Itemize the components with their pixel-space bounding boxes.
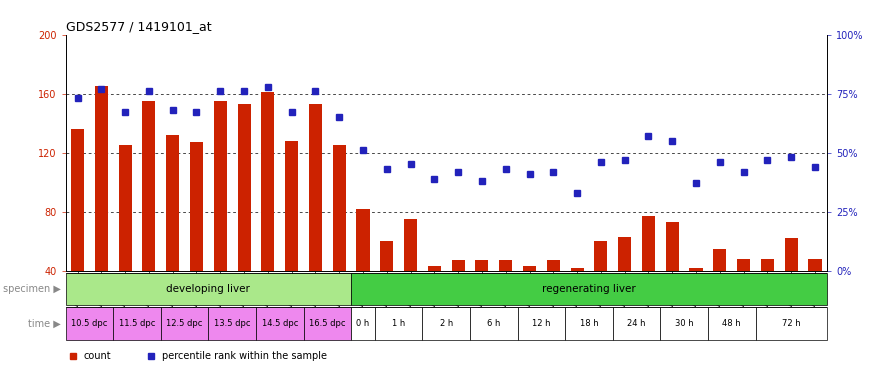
Text: count: count <box>83 351 111 361</box>
Bar <box>518 307 565 340</box>
Bar <box>808 259 822 271</box>
Bar <box>475 260 488 271</box>
Text: 16.5 dpc: 16.5 dpc <box>309 319 346 328</box>
Bar <box>285 141 298 271</box>
Text: 24 h: 24 h <box>627 319 646 328</box>
Text: 13.5 dpc: 13.5 dpc <box>214 319 250 328</box>
Text: 2 h: 2 h <box>439 319 453 328</box>
Text: 0 h: 0 h <box>356 319 369 328</box>
Bar <box>332 145 346 271</box>
Bar <box>214 101 227 271</box>
Bar <box>404 219 417 271</box>
Bar <box>256 307 304 340</box>
Bar <box>166 135 179 271</box>
Bar <box>761 259 774 271</box>
Bar <box>237 104 250 271</box>
Bar <box>547 260 560 271</box>
Text: specimen ▶: specimen ▶ <box>4 284 61 294</box>
Text: percentile rank within the sample: percentile rank within the sample <box>162 351 327 361</box>
Text: 14.5 dpc: 14.5 dpc <box>262 319 298 328</box>
Bar <box>708 307 755 340</box>
Text: GDS2577 / 1419101_at: GDS2577 / 1419101_at <box>66 20 211 33</box>
Bar <box>423 307 470 340</box>
Bar <box>304 307 351 340</box>
Bar <box>755 307 827 340</box>
Bar <box>737 259 750 271</box>
Bar <box>642 216 655 271</box>
Bar <box>161 307 208 340</box>
Bar <box>499 260 512 271</box>
Text: 10.5 dpc: 10.5 dpc <box>71 319 108 328</box>
Text: 6 h: 6 h <box>487 319 500 328</box>
Text: 1 h: 1 h <box>392 319 405 328</box>
Bar <box>208 307 256 340</box>
Bar <box>66 273 351 305</box>
Bar <box>66 307 113 340</box>
Bar <box>351 273 827 305</box>
Bar <box>785 238 798 271</box>
Bar <box>351 307 374 340</box>
Text: 72 h: 72 h <box>782 319 801 328</box>
Bar <box>661 307 708 340</box>
Bar <box>452 260 465 271</box>
Bar <box>618 237 631 271</box>
Text: 48 h: 48 h <box>723 319 741 328</box>
Bar <box>570 268 584 271</box>
Bar <box>118 145 131 271</box>
Bar <box>309 104 322 271</box>
Bar <box>381 241 394 271</box>
Text: developing liver: developing liver <box>166 284 250 294</box>
Bar <box>143 101 156 271</box>
Bar <box>565 307 612 340</box>
Text: 12 h: 12 h <box>532 319 550 328</box>
Text: 11.5 dpc: 11.5 dpc <box>119 319 155 328</box>
Bar <box>470 307 518 340</box>
Bar <box>113 307 161 340</box>
Text: 12.5 dpc: 12.5 dpc <box>166 319 203 328</box>
Bar <box>374 307 423 340</box>
Bar <box>612 307 661 340</box>
Bar <box>523 266 536 271</box>
Text: time ▶: time ▶ <box>29 318 61 329</box>
Bar <box>356 209 369 271</box>
Bar <box>428 266 441 271</box>
Bar <box>262 92 275 271</box>
Bar <box>690 268 703 271</box>
Bar <box>94 86 108 271</box>
Text: regenerating liver: regenerating liver <box>542 284 636 294</box>
Text: 30 h: 30 h <box>675 319 694 328</box>
Bar <box>190 142 203 271</box>
Bar <box>666 222 679 271</box>
Bar <box>594 241 607 271</box>
Text: 18 h: 18 h <box>579 319 598 328</box>
Bar <box>713 248 726 271</box>
Bar <box>71 129 84 271</box>
